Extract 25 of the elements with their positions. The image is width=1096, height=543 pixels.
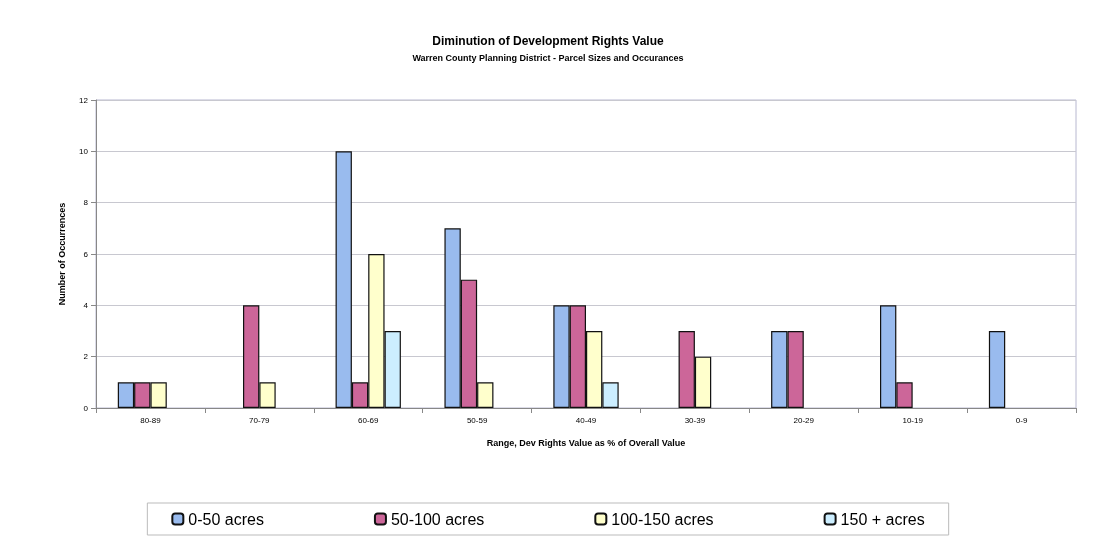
y-axis-title: Number of Occurrences bbox=[56, 202, 67, 306]
y-tick-label: 0 bbox=[83, 403, 89, 413]
y-tick-label: 8 bbox=[83, 198, 89, 208]
y-tick-label: 12 bbox=[79, 95, 89, 105]
legend-label: 50-100 acres bbox=[390, 510, 485, 528]
legend-label: 0-50 acres bbox=[188, 510, 264, 528]
x-tick-label: 0-9 bbox=[1015, 415, 1028, 425]
legend-label: 150 + acres bbox=[840, 510, 925, 528]
x-axis-title: Range, Dev Rights Value as % of Overall Value bbox=[486, 437, 686, 448]
bar bbox=[988, 331, 1006, 408]
x-tick-label: 20-29 bbox=[793, 415, 815, 425]
x-tick-label: 40-49 bbox=[575, 415, 597, 425]
chart-subtitle: Warren County Planning District - Parcel Sizes and Occurances bbox=[412, 52, 684, 63]
y-tick-label: 2 bbox=[83, 352, 89, 362]
y-tick-label: 6 bbox=[83, 249, 89, 259]
x-tick-label: 10-19 bbox=[902, 415, 924, 425]
x-tick-label: 60-69 bbox=[357, 415, 379, 425]
chart-title: Diminution of Development Rights Value bbox=[432, 34, 664, 48]
x-tick-label: 80-89 bbox=[140, 415, 162, 425]
legend-label: 100-150 acres bbox=[611, 510, 714, 528]
x-tick-label: 70-79 bbox=[249, 415, 271, 425]
x-tick-label: 50-59 bbox=[466, 415, 488, 425]
y-tick-label: 10 bbox=[79, 146, 89, 156]
y-tick-label: 4 bbox=[83, 300, 89, 310]
x-tick-label: 30-39 bbox=[684, 415, 706, 425]
